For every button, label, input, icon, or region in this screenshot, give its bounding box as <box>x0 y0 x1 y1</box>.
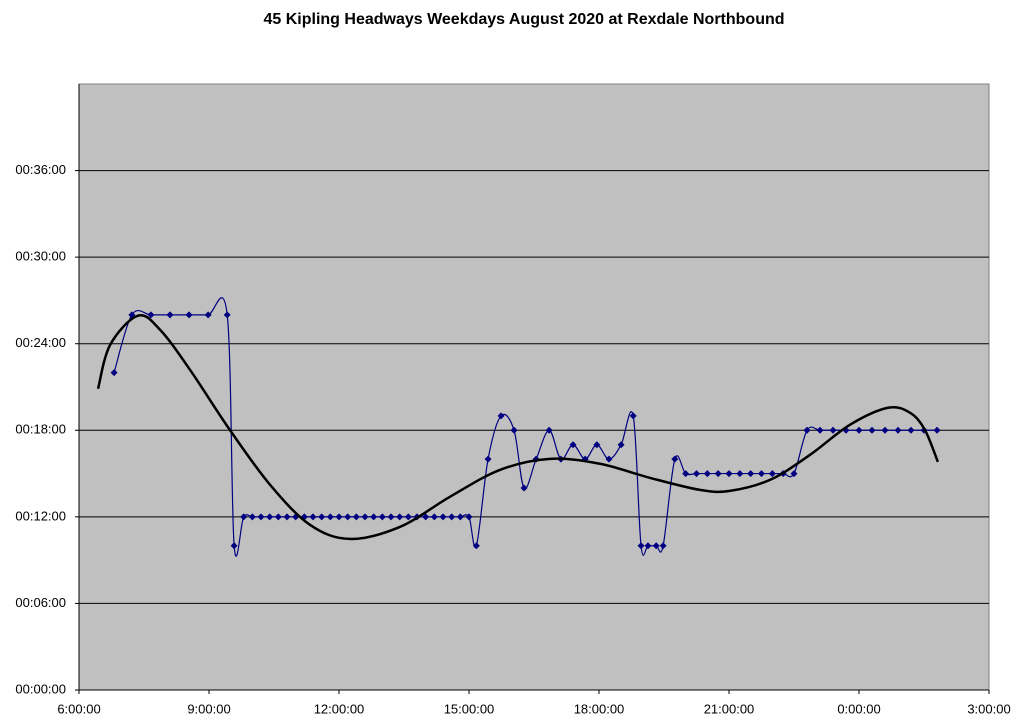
data-point <box>257 513 265 521</box>
data-point <box>472 542 480 550</box>
data-point <box>465 513 473 521</box>
x-tick-label: 6:00:00 <box>57 701 100 716</box>
data-point <box>185 311 193 319</box>
data-point <box>545 426 553 434</box>
data-point <box>758 470 765 478</box>
data-point <box>682 470 690 478</box>
data-point <box>933 426 941 434</box>
data-point <box>637 542 645 550</box>
data-point <box>569 441 577 449</box>
y-tick-label: 00:12:00 <box>15 508 66 523</box>
data-point <box>361 513 369 521</box>
y-tick-label: 00:06:00 <box>15 595 66 610</box>
data-point <box>204 311 212 319</box>
data-point <box>266 513 274 521</box>
data-point <box>166 311 174 319</box>
data-point <box>240 513 248 521</box>
data-point <box>736 470 744 478</box>
plot-area <box>78 83 990 691</box>
data-point <box>248 513 256 521</box>
x-tick-label: 3:00:00 <box>967 701 1010 716</box>
chart-title: 45 Kipling Headways Weekdays August 2020… <box>263 11 784 28</box>
data-point <box>404 513 412 521</box>
data-point <box>439 513 447 521</box>
data-point <box>593 441 601 449</box>
data-point <box>714 470 722 478</box>
data-point <box>617 441 625 449</box>
data-point <box>671 455 679 463</box>
data-point <box>816 426 824 434</box>
data-point <box>223 311 231 319</box>
data-point <box>803 426 811 434</box>
data-point <box>352 513 360 521</box>
data-point <box>881 426 889 434</box>
data-point <box>855 426 863 434</box>
x-tick-label: 0:00:00 <box>837 701 880 716</box>
data-point <box>605 455 613 463</box>
data-point <box>309 513 317 521</box>
data-point <box>110 369 118 377</box>
data-point <box>510 426 518 434</box>
data-point <box>907 426 915 434</box>
data-point <box>387 513 395 521</box>
data-point <box>693 470 700 478</box>
data-point <box>147 311 155 319</box>
data-point <box>484 455 492 463</box>
data-point <box>659 542 667 550</box>
x-tick-label: 9:00:00 <box>187 701 230 716</box>
data-point <box>396 513 404 521</box>
data-point <box>790 470 798 478</box>
data-point <box>725 470 733 478</box>
data-point <box>703 470 711 478</box>
data-point <box>274 513 282 521</box>
data-point <box>768 470 776 478</box>
y-tick-label: 00:30:00 <box>15 249 66 264</box>
data-point <box>629 412 637 420</box>
y-tick-label: 00:36:00 <box>15 162 66 177</box>
x-tick-label: 21:00:00 <box>704 701 755 716</box>
data-point <box>370 513 378 521</box>
y-tick-label: 00:24:00 <box>15 335 66 350</box>
data-point <box>448 513 456 521</box>
data-point <box>318 513 326 521</box>
x-tick-label: 12:00:00 <box>314 701 365 716</box>
data-point <box>230 542 238 550</box>
x-tick-label: 18:00:00 <box>574 701 625 716</box>
x-tick-label: 15:00:00 <box>444 701 495 716</box>
data-point <box>430 513 438 521</box>
data-point <box>378 513 386 521</box>
data-point <box>344 513 352 521</box>
data-point <box>422 513 430 521</box>
data-point <box>456 513 464 521</box>
data-point <box>335 513 343 521</box>
data-point <box>652 542 660 550</box>
y-tick-label: 00:18:00 <box>15 422 66 437</box>
data-point <box>520 484 528 492</box>
trend-line <box>96 313 940 541</box>
data-point <box>497 412 505 420</box>
data-point <box>829 426 837 434</box>
data-point <box>283 513 291 521</box>
y-tick-label: 00:00:00 <box>15 681 66 696</box>
data-point <box>644 542 652 550</box>
data-point <box>747 470 755 478</box>
data-point <box>326 513 334 521</box>
data-point <box>894 426 902 434</box>
data-point <box>868 426 876 434</box>
